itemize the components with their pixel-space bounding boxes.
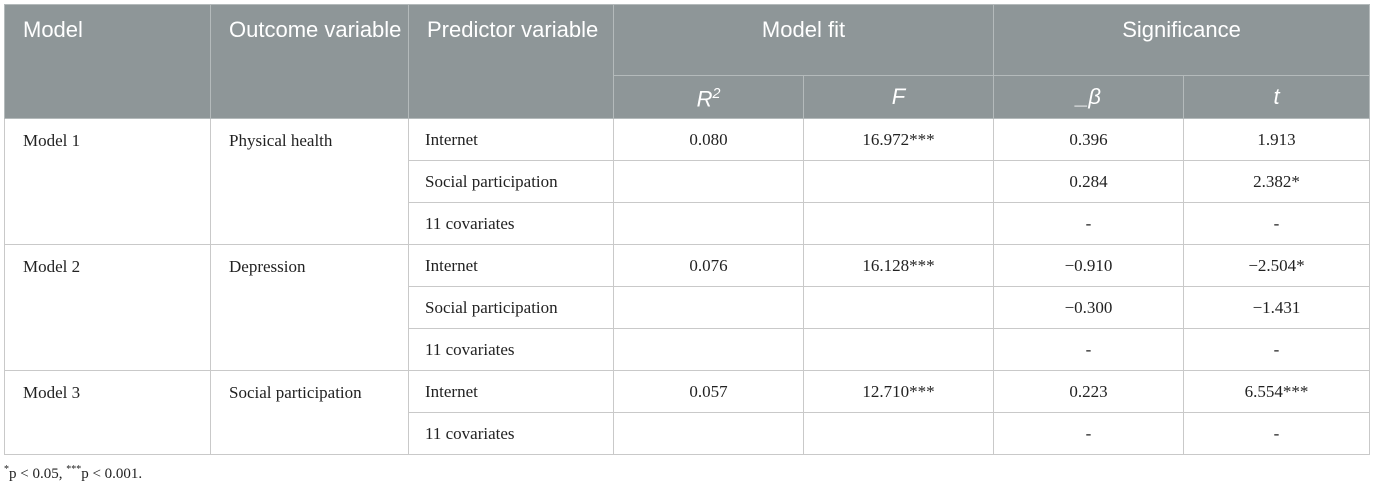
table-row: 11 covariates - - [5, 328, 1371, 371]
value-cell: −1.431 [1182, 286, 1371, 329]
header-sup: 2 [712, 86, 721, 103]
predictor-cell: 11 covariates [408, 328, 614, 371]
table-row: Model 1 Physical health Internet 0.080 16.97… [4, 118, 1371, 245]
predictor-cell: Social participation [408, 160, 614, 203]
value-cell: −0.910 [993, 244, 1184, 287]
model-cell: Model 3 [4, 370, 211, 455]
footnote-text: p < 0.05, [9, 466, 67, 482]
header-text: R [696, 86, 713, 112]
value-cell: - [1182, 328, 1371, 371]
value-cell: 2.382* [1182, 160, 1371, 203]
value-cell [613, 160, 804, 203]
value-cell: 12.710*** [803, 370, 994, 413]
header-cell: Outcome variable [210, 4, 409, 119]
footnote-text: p < 0.001. [81, 466, 143, 482]
outcome-cell: Social participation [210, 370, 409, 455]
value-cell [803, 160, 994, 203]
value-cell: 6.554*** [1182, 370, 1371, 413]
predictor-cell: Internet [408, 370, 614, 413]
value-cell: 16.128*** [803, 244, 994, 287]
value-cell: −0.300 [993, 286, 1184, 329]
predictor-cell: Internet [408, 118, 614, 161]
header-cell: Model [4, 4, 211, 119]
value-cell [613, 286, 804, 329]
value-cell: - [993, 412, 1184, 455]
value-cell [613, 328, 804, 371]
header-cell: F [803, 75, 994, 119]
predictor-cell: Social participation [408, 286, 614, 329]
value-cell: 16.972*** [803, 118, 994, 161]
table-body: Model 1 Physical health Internet 0.080 16.97… [4, 118, 1371, 455]
header-cell: _β [993, 75, 1184, 119]
value-cell: - [1182, 202, 1371, 245]
value-cell: - [1182, 412, 1371, 455]
results-table: Model Outcome variable Predictor variabl… [4, 4, 1371, 455]
header-cell: Predictor variable [408, 4, 614, 119]
value-cell: −2.504* [1182, 244, 1371, 287]
table-row: Social participation −0.300 −1.431 [5, 286, 1371, 329]
value-cell: 0.080 [613, 118, 804, 161]
outcome-cell: Depression [210, 244, 409, 371]
value-cell: - [993, 328, 1184, 371]
header-group: Model fit [613, 4, 994, 76]
header-cell: t [1182, 75, 1371, 119]
value-cell: 0.076 [613, 244, 804, 287]
value-cell [803, 412, 994, 455]
value-cell [613, 412, 804, 455]
table-row: Model 2 Depression Internet 0.076 16.128*** −… [4, 244, 1371, 371]
predictor-cell: 11 covariates [408, 202, 614, 245]
model-cell: Model 1 [4, 118, 211, 245]
value-cell: 0.284 [993, 160, 1184, 203]
value-cell [803, 328, 994, 371]
predictor-cell: Internet [408, 244, 614, 287]
value-cell: - [993, 202, 1184, 245]
value-cell [803, 202, 994, 245]
value-cell [613, 202, 804, 245]
outcome-cell: Physical health [210, 118, 409, 245]
value-cell: 0.223 [993, 370, 1184, 413]
table-row: Model 3 Social participation Internet 0.057… [4, 370, 1371, 455]
table-row: 11 covariates - - [5, 412, 1371, 455]
header-cell: R2 [613, 75, 804, 119]
footnote: *p < 0.05, ***p < 0.001. [4, 464, 142, 483]
value-cell: 0.396 [993, 118, 1184, 161]
value-cell [803, 286, 994, 329]
header-group: Significance [992, 4, 1371, 76]
footnote-mark: * [4, 464, 9, 475]
value-cell: 1.913 [1182, 118, 1371, 161]
footnote-mark: *** [66, 464, 82, 475]
predictor-cell: 11 covariates [408, 412, 614, 455]
value-cell: 0.057 [613, 370, 804, 413]
model-cell: Model 2 [4, 244, 211, 371]
